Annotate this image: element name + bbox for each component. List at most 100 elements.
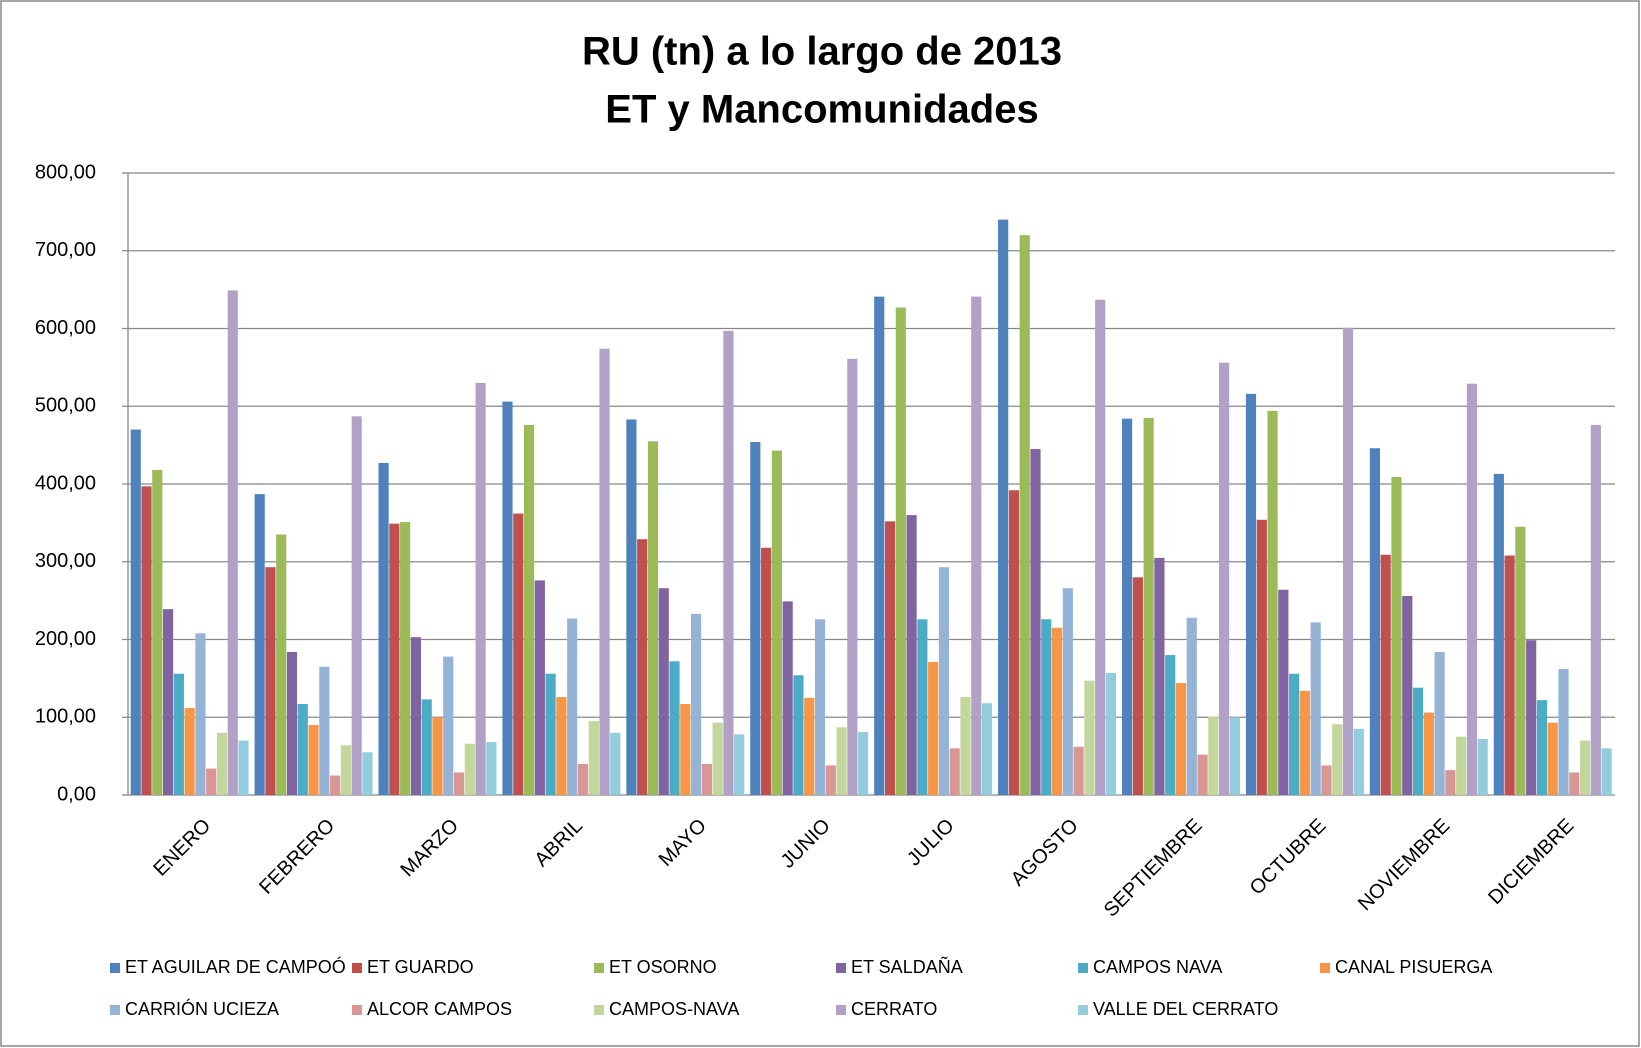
bar [216,732,228,795]
bar [1073,746,1084,795]
bar [1353,728,1364,795]
legend-label: CERRATO [851,999,937,1019]
bar [206,768,217,795]
bar [1256,519,1267,795]
y-tick-label: 700,00 [35,239,96,261]
bar [1245,393,1257,795]
bar [1062,588,1073,795]
bar [432,717,443,795]
bar [254,494,265,795]
bar [804,697,815,795]
legend-label: CAMPOS NAVA [1093,957,1222,977]
bar [1423,712,1434,795]
bar [1299,690,1310,795]
bar [1493,473,1504,795]
bar [502,401,513,795]
y-tick-label: 100,00 [35,706,96,728]
bar [1105,672,1117,795]
bar [1579,740,1591,795]
bar [421,699,432,795]
bar [1208,716,1219,795]
bar [1466,383,1478,795]
bar [319,666,330,795]
bar [1456,736,1467,795]
bar [998,219,1009,795]
bar [340,745,351,795]
bar [928,662,939,795]
bar [513,513,524,795]
bar [238,740,249,795]
bar [410,637,422,795]
chart-title: ET y Mancomunidades [605,88,1038,132]
bar [814,619,826,795]
bar [1342,327,1354,795]
bar [884,521,896,795]
bar [1601,748,1612,795]
legend-label: CARRIÓN UCIEZA [125,998,279,1019]
bar [723,330,734,795]
bar [1380,554,1391,795]
bar [523,424,535,795]
bar [265,567,276,795]
bar [400,522,411,795]
bar [750,442,761,795]
legend-marker [836,1005,846,1015]
bar [556,697,567,795]
bar [308,725,319,795]
legend-marker [110,1005,120,1015]
bar [1321,765,1332,795]
bar [286,651,298,795]
bar [1278,589,1289,795]
bar [917,619,928,795]
bar [184,707,195,795]
legend-label: ET OSORNO [609,957,717,977]
bar [378,463,389,795]
bar [858,732,869,795]
bar [825,765,836,795]
bar [1536,700,1548,795]
bar [1332,724,1343,795]
legend-marker [1320,963,1330,973]
legend-label: ET AGUILAR DE CAMPOÓ [125,956,346,977]
bar [1547,722,1558,795]
bar [486,742,497,795]
bar [761,547,772,795]
bar [1310,622,1321,795]
bar [669,661,680,795]
legend-marker [110,963,120,973]
bar [351,416,362,795]
legend-label: CANAL PISUERGA [1335,957,1492,977]
y-tick-label: 200,00 [35,628,96,650]
bar [534,580,545,795]
bar [1590,424,1601,795]
bar [1558,669,1569,795]
bar [1445,770,1456,795]
bar [981,703,993,795]
bar [1369,448,1380,795]
bar [960,697,971,795]
legend-marker [1078,963,1088,973]
y-tick-label: 0,00 [57,783,96,805]
bar [647,441,659,795]
bar [1084,680,1095,795]
bar [1391,477,1402,795]
bar [771,450,782,795]
bar [734,734,745,795]
bar [1267,410,1278,795]
bar [1041,619,1052,795]
bar [658,588,669,795]
bar [443,656,454,795]
bar [276,534,287,795]
bar [1412,687,1424,795]
bar [1143,417,1154,795]
bar [637,539,648,795]
bar [938,567,950,795]
bar [793,675,804,795]
bar [836,727,847,795]
bar [1477,739,1488,795]
bar [475,382,486,795]
bar [712,722,723,795]
bar [1008,490,1020,795]
